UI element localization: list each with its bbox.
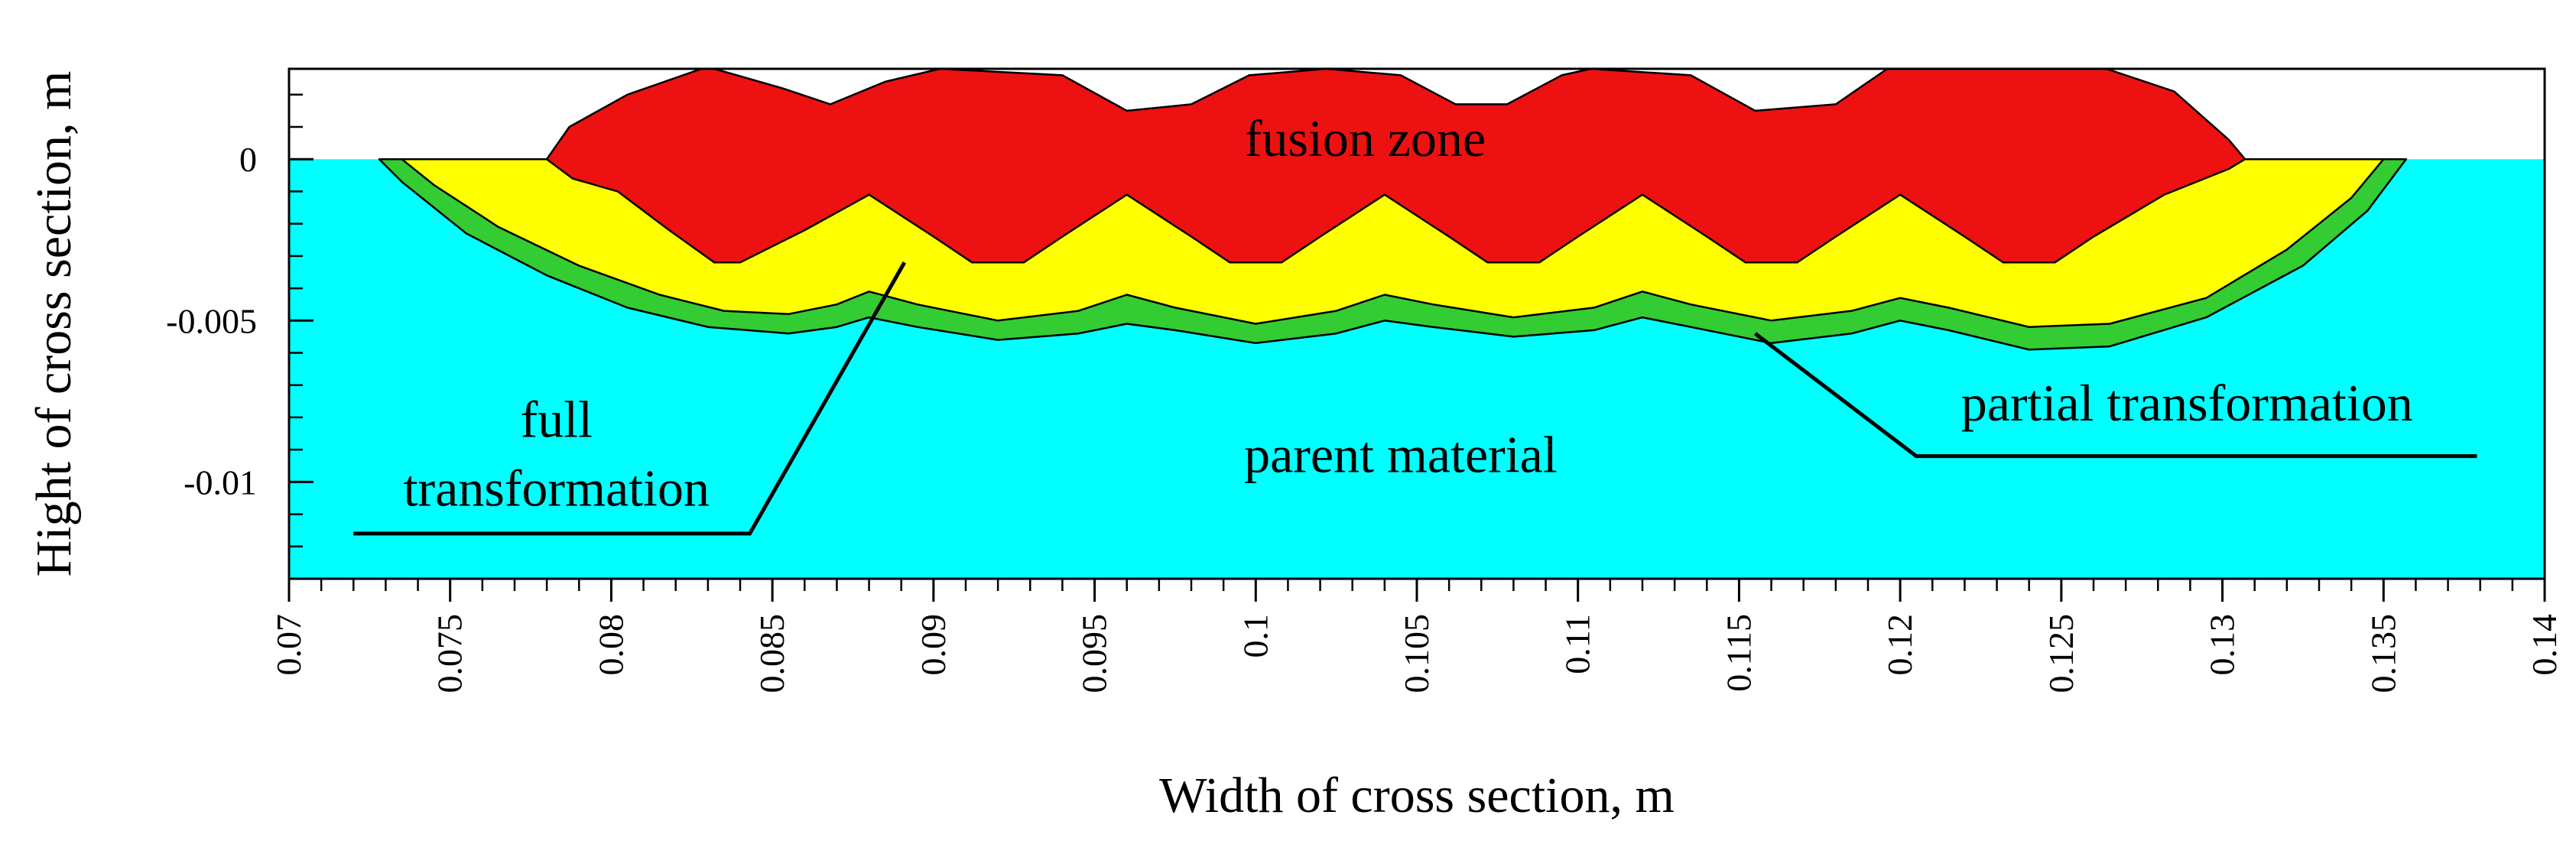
annotation-parent: parent material <box>1244 426 1558 484</box>
x-tick-label: 0.125 <box>2042 614 2081 693</box>
x-tick-label: 0.075 <box>430 614 469 693</box>
x-tick-label: 0.11 <box>1558 614 1597 674</box>
x-tick-label: 0.135 <box>2363 614 2402 693</box>
x-tick-label: 0.14 <box>2525 614 2564 676</box>
x-tick-label: 0.115 <box>1719 614 1758 692</box>
annotation-partial: partial transformation <box>1961 374 2413 432</box>
x-tick-label: 0.07 <box>269 614 308 676</box>
y-tick-label: -0.01 <box>184 463 257 502</box>
x-tick-label: 0.13 <box>2203 614 2242 676</box>
y-axis-title: Hight of cross section, m <box>26 71 82 577</box>
x-tick-label: 0.08 <box>591 614 630 676</box>
x-tick-label: 0.1 <box>1236 614 1275 658</box>
x-axis-title: Width of cross section, m <box>1159 768 1675 823</box>
plot-regions <box>289 69 2545 579</box>
y-tick-label: -0.005 <box>166 301 257 340</box>
y-tick-label: 0 <box>239 140 257 179</box>
x-tick-label: 0.09 <box>914 614 953 676</box>
leader-line-full <box>353 261 907 536</box>
annotation-full: full <box>521 390 593 448</box>
x-tick-label: 0.095 <box>1075 614 1114 693</box>
x-tick-label: 0.105 <box>1397 614 1436 693</box>
x-tick-label: 0.12 <box>1880 614 1919 676</box>
annotation-full: transformation <box>404 459 710 517</box>
annotations: fusion zone full transformation parent mate… <box>353 109 2477 536</box>
leader-line-partial <box>1753 332 2477 459</box>
axis-ticks: 0.07 0.075 0.08 0.085 0.09 0.095 0.1 0.105 0.11 0… <box>166 93 2564 693</box>
x-tick-label: 0.085 <box>752 614 791 693</box>
annotation-fusion: fusion zone <box>1245 109 1486 167</box>
region-fusion-zone <box>545 69 2246 264</box>
